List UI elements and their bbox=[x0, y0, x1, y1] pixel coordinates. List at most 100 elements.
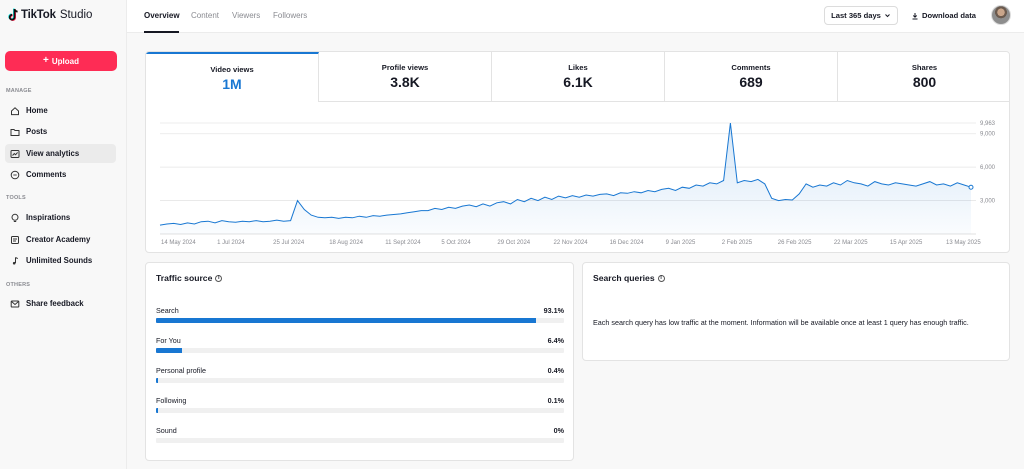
metric-value: 1M bbox=[222, 76, 242, 92]
sidebar-item-inspirations[interactable]: Inspirations bbox=[5, 208, 116, 227]
download-icon bbox=[912, 12, 918, 19]
tab-viewers[interactable]: Viewers bbox=[232, 11, 261, 20]
sidebar-item-posts[interactable]: Posts bbox=[5, 122, 116, 141]
traffic-source-percent: 0.1% bbox=[547, 396, 564, 405]
info-icon[interactable]: i bbox=[657, 274, 665, 282]
info-icon[interactable]: i bbox=[215, 274, 223, 282]
x-tick-label: 18 Aug 2024 bbox=[329, 240, 363, 246]
metric-tab-profile-views[interactable]: Profile views 3.8K bbox=[319, 52, 492, 102]
sidebar-item-unlimited-sounds[interactable]: Unlimited Sounds bbox=[5, 251, 116, 270]
x-tick-label: 22 Nov 2024 bbox=[554, 240, 589, 246]
sidebar-item-home[interactable]: Home bbox=[5, 101, 116, 120]
traffic-source-percent: 0.4% bbox=[547, 366, 564, 375]
chart-end-point bbox=[968, 184, 974, 190]
sidebar-item-view-analytics[interactable]: View analytics bbox=[5, 144, 116, 163]
chart-area-fill bbox=[160, 123, 971, 234]
lightbulb-icon bbox=[10, 213, 20, 223]
x-tick-label: 22 Mar 2025 bbox=[834, 240, 868, 246]
plus-icon: + bbox=[43, 55, 49, 66]
tab-overview[interactable]: Overview bbox=[144, 11, 180, 20]
avatar[interactable] bbox=[991, 5, 1011, 25]
x-tick-label: 13 May 2025 bbox=[946, 240, 981, 246]
traffic-source-bar-fill bbox=[156, 348, 183, 353]
traffic-source-percent: 6.4% bbox=[547, 336, 564, 345]
home-icon bbox=[10, 106, 20, 116]
x-tick-label: 11 Sept 2024 bbox=[385, 240, 421, 246]
metric-value: 689 bbox=[739, 74, 763, 90]
x-tick-label: 29 Oct 2024 bbox=[497, 240, 530, 246]
download-data-button[interactable]: Download data bbox=[906, 6, 981, 25]
metric-tab-comments[interactable]: Comments 689 bbox=[665, 52, 838, 102]
analytics-icon bbox=[10, 149, 20, 159]
metric-tab-video-views[interactable]: Video views 1M bbox=[146, 52, 319, 102]
upload-button[interactable]: + Upload bbox=[5, 51, 117, 71]
traffic-source-bar-track bbox=[156, 408, 564, 413]
traffic-source-percent: 0% bbox=[553, 426, 564, 435]
sidebar-item-label: Creator Academy bbox=[26, 235, 91, 244]
x-tick-label: 15 Apr 2025 bbox=[890, 240, 923, 246]
section-label-others: OTHERS bbox=[6, 282, 31, 288]
traffic-source-bar-track bbox=[156, 438, 564, 443]
feedback-icon bbox=[10, 299, 20, 309]
tiktok-logo-icon bbox=[8, 8, 18, 21]
sidebar-item-label: Comments bbox=[26, 170, 67, 179]
active-tab-indicator bbox=[144, 31, 179, 33]
x-tick-label: 16 Dec 2024 bbox=[610, 240, 645, 246]
metric-value: 800 bbox=[912, 74, 937, 90]
metric-label: Shares bbox=[911, 63, 938, 72]
traffic-source-bar-track bbox=[156, 378, 564, 383]
traffic-source-label: Sound bbox=[156, 426, 177, 435]
top-bar: Overview Content Viewers Followers Last … bbox=[127, 0, 1024, 33]
y-tick-label: 9,000 bbox=[980, 132, 996, 138]
search-queries-empty-message: Each search query has low traffic at the… bbox=[593, 318, 969, 327]
tab-followers[interactable]: Followers bbox=[273, 11, 308, 20]
y-tick-label: 9,963 bbox=[980, 121, 996, 127]
traffic-source-bar-track bbox=[156, 348, 564, 353]
search-queries-title: Search queries i bbox=[593, 273, 665, 283]
traffic-source-bar-track bbox=[156, 318, 564, 323]
y-tick-label: 6,000 bbox=[980, 165, 996, 171]
sidebar-item-label: Unlimited Sounds bbox=[26, 256, 93, 265]
sidebar: TikTok Studio + Upload MANAGE Home Posts… bbox=[0, 0, 127, 469]
search-queries-card: Search queries i Each search query has l… bbox=[582, 262, 1010, 361]
search-queries-title-text: Search queries bbox=[593, 273, 655, 283]
upload-label: Upload bbox=[51, 56, 79, 66]
metric-label: Comments bbox=[731, 63, 771, 72]
sidebar-item-label: Share feedback bbox=[26, 299, 84, 308]
y-tick-label: 3,000 bbox=[980, 199, 996, 205]
traffic-source-label: Following bbox=[156, 396, 187, 405]
traffic-source-bar-fill bbox=[156, 318, 536, 323]
metric-tab-likes[interactable]: Likes 6.1K bbox=[492, 52, 665, 102]
traffic-source-label: Search bbox=[156, 306, 179, 315]
date-range-label: Last 365 days bbox=[831, 11, 881, 20]
metric-value: 6.1K bbox=[563, 74, 593, 90]
metric-tab-shares[interactable]: Shares 800 bbox=[838, 52, 1009, 102]
traffic-source-card: Traffic source i Search 93.1% For You 6.4% P… bbox=[145, 262, 574, 461]
x-tick-label: 1 Jul 2024 bbox=[217, 240, 245, 246]
metric-label: Profile views bbox=[381, 63, 429, 72]
sidebar-item-label: Inspirations bbox=[26, 213, 71, 222]
section-label-manage: MANAGE bbox=[6, 88, 32, 94]
traffic-source-label: For You bbox=[156, 336, 181, 345]
brand-name: TikTok bbox=[21, 9, 56, 21]
sidebar-item-label: Posts bbox=[26, 127, 48, 136]
sidebar-item-creator-academy[interactable]: Creator Academy bbox=[5, 230, 116, 249]
tab-content[interactable]: Content bbox=[191, 11, 220, 20]
x-tick-label: 5 Oct 2024 bbox=[441, 240, 471, 246]
product-name: Studio bbox=[59, 9, 93, 21]
date-range-dropdown[interactable]: Last 365 days bbox=[824, 6, 898, 25]
traffic-source-bar-fill bbox=[156, 408, 159, 413]
metric-label: Likes bbox=[568, 63, 588, 72]
traffic-source-bar-fill bbox=[156, 378, 159, 383]
traffic-source-title-text: Traffic source bbox=[156, 273, 213, 283]
download-label: Download data bbox=[921, 11, 976, 20]
metric-value: 3.8K bbox=[390, 74, 420, 90]
section-label-tools: TOOLS bbox=[6, 195, 26, 201]
sidebar-item-share-feedback[interactable]: Share feedback bbox=[5, 294, 116, 313]
logo[interactable]: TikTok Studio bbox=[7, 8, 92, 22]
sidebar-item-comments[interactable]: Comments bbox=[5, 165, 116, 184]
sidebar-item-label: Home bbox=[26, 106, 48, 115]
video-views-chart[interactable]: 9,963 9,000 6,000 3,000 14 May 2024 1 Jul 20… bbox=[146, 102, 1010, 252]
x-tick-label: 25 Jul 2024 bbox=[273, 240, 305, 246]
metric-label: Video views bbox=[210, 65, 254, 74]
